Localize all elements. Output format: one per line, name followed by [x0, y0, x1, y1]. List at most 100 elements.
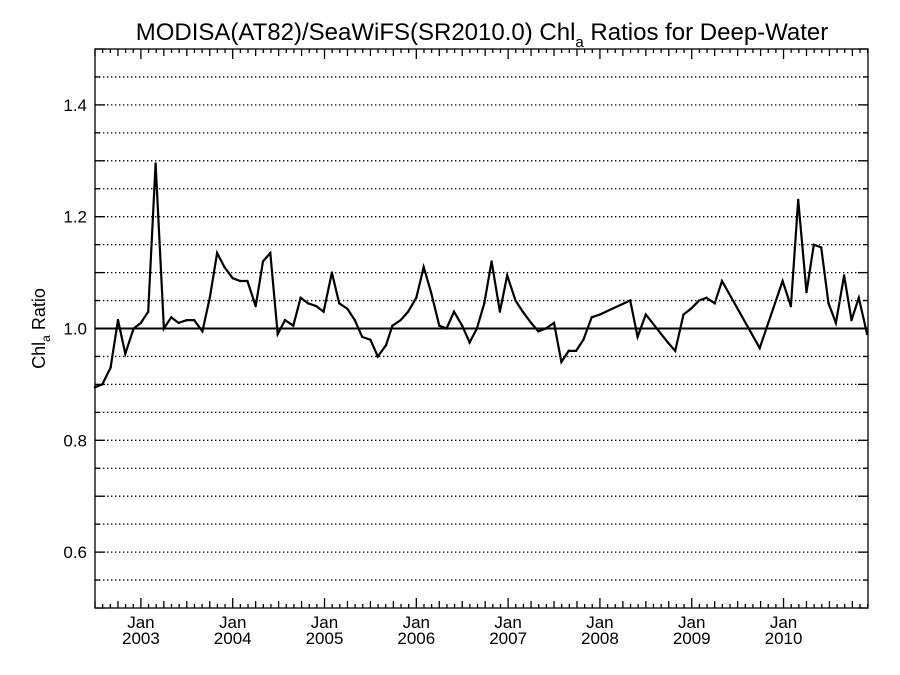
- data-point: [797, 198, 800, 202]
- data-point: [506, 274, 509, 277]
- data-point: [429, 290, 433, 294]
- data-point: [208, 296, 211, 299]
- data-point: [384, 344, 388, 347]
- data-point: [422, 265, 425, 269]
- data-point: [299, 296, 302, 299]
- data-point: [705, 296, 708, 299]
- data-point: [116, 318, 120, 322]
- data-point: [812, 243, 816, 246]
- x-tick-label-month: Jan: [311, 613, 338, 632]
- data-point: [834, 321, 838, 325]
- data-point: [338, 302, 341, 305]
- plot-frame: [94, 48, 869, 609]
- data-point: [445, 327, 448, 330]
- data-point: [689, 307, 693, 311]
- data-point: [109, 366, 112, 369]
- data-point: [682, 313, 685, 316]
- data-point: [850, 318, 853, 322]
- data-point: [567, 349, 570, 353]
- data-point: [231, 276, 234, 280]
- chart-title-rest: Ratios for Deep-Water: [584, 19, 829, 46]
- data-point: [139, 321, 143, 325]
- x-tick-label-month: Jan: [219, 613, 246, 632]
- data-point: [391, 324, 394, 327]
- data-point: [315, 304, 318, 308]
- data-point: [376, 355, 379, 358]
- y-axis: 0.6 0.8 1.0 1.2 1.4: [63, 48, 868, 609]
- data-point: [514, 299, 517, 302]
- data-point: [574, 349, 578, 353]
- chart-title-main: MODISA(AT82)/SeaWiFS(SR2010.0) Chl: [136, 19, 576, 46]
- data-point: [629, 299, 632, 302]
- data-point: [406, 310, 410, 313]
- data-point: [162, 327, 166, 330]
- data-point: [461, 324, 464, 327]
- data-point: [306, 302, 310, 305]
- data-point: [819, 246, 823, 249]
- data-point: [101, 383, 104, 386]
- y-axis-label-subscript: a: [39, 335, 53, 342]
- data-point: [276, 332, 279, 336]
- data-point: [713, 302, 716, 305]
- data-point: [805, 290, 808, 294]
- data-point: [223, 265, 226, 269]
- data-point: [697, 299, 701, 302]
- data-point: [644, 313, 648, 316]
- data-point: [192, 318, 196, 322]
- x-tick-label-month: Jan: [678, 613, 705, 632]
- data-point: [124, 352, 127, 355]
- data-point: [842, 274, 846, 277]
- y-tick-label: 1.4: [63, 96, 87, 115]
- data-point: [330, 271, 334, 274]
- data-point: [185, 318, 189, 322]
- data-point: [360, 335, 364, 339]
- data-point: [399, 318, 402, 322]
- x-tick-label-year: 2010: [765, 629, 803, 648]
- data-point: [132, 327, 135, 330]
- data-points: [93, 162, 869, 389]
- data-point: [369, 338, 372, 341]
- data-point: [490, 260, 493, 263]
- x-tick-label-year: 2007: [489, 629, 527, 648]
- data-point: [468, 341, 471, 344]
- data-point: [238, 279, 242, 283]
- y-tick-label: 0.8: [63, 431, 87, 450]
- data-point: [560, 360, 563, 364]
- x-tick-label-month: Jan: [127, 613, 154, 632]
- x-tick-label-month: Jan: [494, 613, 521, 632]
- data-point: [177, 321, 180, 325]
- data-point: [475, 327, 479, 330]
- data-point: [598, 313, 602, 316]
- data-point: [438, 324, 441, 327]
- data-point: [169, 316, 173, 319]
- data-point: [498, 310, 502, 313]
- data-point: [544, 327, 547, 330]
- data-point: [283, 318, 287, 322]
- y-axis-label-main: Chl: [29, 342, 49, 369]
- data-point: [720, 279, 724, 283]
- data-point: [353, 318, 357, 322]
- data-point: [415, 296, 418, 299]
- data-point: [529, 321, 533, 325]
- data-point: [201, 330, 204, 333]
- data-point: [537, 330, 540, 333]
- data-point: [590, 316, 593, 319]
- x-tick-label-month: Jan: [586, 613, 613, 632]
- y-axis-label: Chla Ratio: [29, 288, 53, 369]
- x-tick-label-year: 2006: [397, 629, 435, 648]
- data-point: [269, 251, 272, 255]
- data-point: [521, 310, 525, 313]
- x-axis: Jan2003Jan2004Jan2005Jan2006Jan2007Jan20…: [94, 49, 869, 648]
- x-tick-label-month: Jan: [403, 613, 430, 632]
- x-tick-label-year: 2005: [306, 629, 344, 648]
- data-point: [154, 162, 157, 165]
- data-point: [254, 304, 257, 308]
- data-point: [292, 324, 295, 327]
- x-tick-label-year: 2008: [581, 629, 619, 648]
- data-point: [674, 349, 677, 353]
- data-point: [666, 341, 670, 344]
- data-point: [789, 304, 793, 308]
- data-point: [758, 346, 761, 350]
- x-tick-label-year: 2009: [673, 629, 711, 648]
- data-point: [857, 296, 861, 299]
